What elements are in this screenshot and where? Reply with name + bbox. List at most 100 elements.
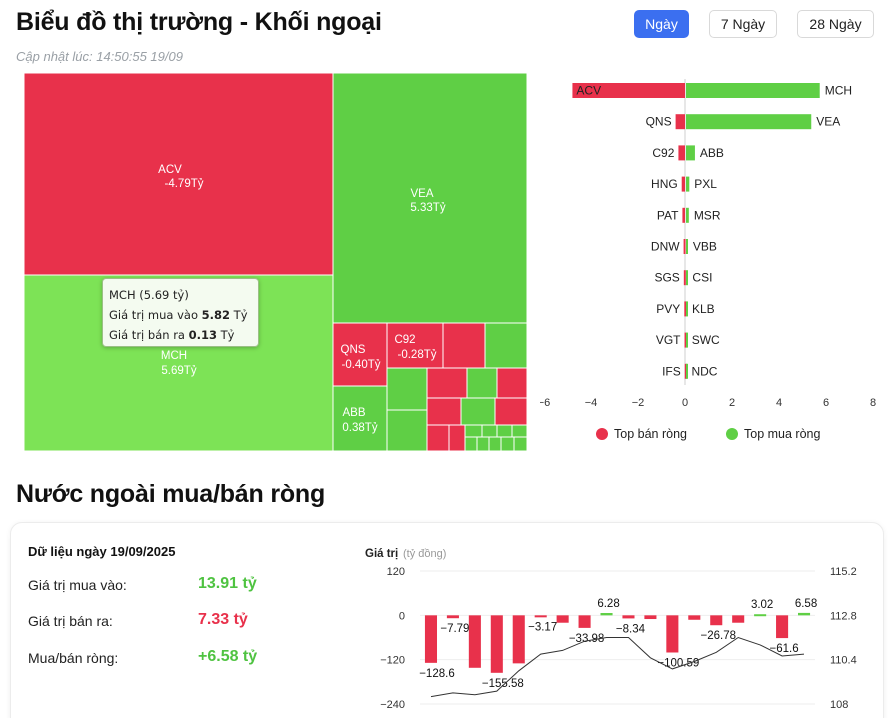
sell-bar-dnw bbox=[683, 239, 686, 254]
net-bar bbox=[710, 615, 723, 626]
treemap-value-mch: 5.69Tỷ bbox=[161, 365, 196, 377]
treemap-value-qns: -0.40Tỷ bbox=[342, 359, 381, 371]
sell-label-dnw: DNW bbox=[651, 240, 680, 254]
y-axis-title: Giá trị bbox=[365, 548, 398, 560]
treemap-tile-c92 bbox=[386, 322, 444, 369]
legend-label-sell: Top bán ròng bbox=[614, 427, 687, 441]
legend-label-buy: Top mua ròng bbox=[744, 427, 820, 441]
net-bar bbox=[424, 615, 438, 663]
treemap-tile-small-5 bbox=[466, 367, 498, 399]
treemap-tooltip: MCH (5.69 tỷ) Giá trị mua vào 5.82 Tỷ Gi… bbox=[102, 278, 259, 347]
treemap-tile-small-12 bbox=[448, 424, 466, 451]
buy-label-pxl: PXL bbox=[694, 177, 717, 191]
net-bar bbox=[534, 615, 547, 618]
range-button-day[interactable]: Ngày bbox=[634, 10, 689, 38]
net-bar bbox=[797, 612, 811, 616]
sell-value-label: Giá trị bán ra: bbox=[28, 613, 113, 629]
buy-bar-vea bbox=[686, 114, 812, 130]
sell-label-c92: C92 bbox=[652, 146, 674, 160]
treemap-tile-small-7 bbox=[386, 409, 428, 451]
bar-data-label: −128.6 bbox=[419, 668, 455, 680]
treemap-tile-vea bbox=[332, 73, 527, 324]
treemap-tile-qns bbox=[332, 322, 388, 387]
treemap-tile-small-17 bbox=[464, 436, 478, 451]
x-tick-label: 0 bbox=[682, 397, 688, 409]
treemap-tile-small-21 bbox=[513, 436, 527, 451]
sell-bar-acv bbox=[572, 83, 685, 98]
range-button-7-days[interactable]: 7 Ngày bbox=[709, 10, 777, 38]
bar-data-label: −7.79 bbox=[440, 623, 469, 635]
treemap-tile-small-16 bbox=[511, 424, 527, 438]
treemap-tile-small-15 bbox=[496, 424, 513, 438]
y2-tick-label: 115.2 bbox=[830, 566, 857, 578]
y-tick-label: 120 bbox=[387, 566, 405, 578]
buy-bar-klb bbox=[686, 301, 688, 317]
y-tick-label: −240 bbox=[380, 699, 405, 711]
sell-label-acv: ACV bbox=[576, 84, 601, 98]
treemap-tile-small-2 bbox=[484, 322, 527, 369]
buy-label-mch: MCH bbox=[825, 84, 852, 98]
sell-bar-ifs bbox=[684, 363, 687, 379]
buy-value: 13.91 tỷ bbox=[198, 575, 257, 592]
sell-bar-vgt bbox=[684, 332, 687, 348]
treemap-label-abb: ABB bbox=[342, 407, 365, 419]
treemap-tile-small-3 bbox=[386, 367, 428, 411]
treemap-label-qns: QNS bbox=[341, 344, 366, 356]
treemap-value-vea: 5.33Tỷ bbox=[410, 202, 445, 214]
net-bar bbox=[600, 613, 613, 616]
sell-label-pat: PAT bbox=[657, 208, 679, 222]
sell-value: 7.33 tỷ bbox=[198, 611, 248, 628]
bar-data-label: −100.59 bbox=[657, 657, 699, 669]
index-line bbox=[430, 636, 805, 698]
bar-data-label: 6.28 bbox=[597, 598, 619, 610]
treemap-value-abb: 0.38Tỷ bbox=[342, 422, 377, 434]
net-bar bbox=[776, 615, 789, 639]
buy-bar-ndc bbox=[686, 363, 688, 379]
sell-bar-hng bbox=[681, 176, 685, 192]
sell-label-qns: QNS bbox=[646, 115, 672, 129]
treemap-tile-small-19 bbox=[488, 436, 502, 451]
buy-label-csi: CSI bbox=[692, 271, 712, 285]
net-value-label: Mua/bán ròng: bbox=[28, 650, 119, 666]
net-bar bbox=[622, 615, 635, 619]
buy-label-abb: ABB bbox=[700, 146, 724, 160]
legend-marker-buy bbox=[726, 428, 738, 440]
treemap-tile-small-18 bbox=[476, 436, 490, 451]
x-tick-label: 2 bbox=[729, 397, 735, 409]
sell-label-pvy: PVY bbox=[656, 302, 680, 316]
page-title: Biểu đồ thị trường - Khối ngoại bbox=[16, 8, 382, 36]
tooltip-buy-value: 5.82 bbox=[201, 308, 231, 322]
buy-bar-pxl bbox=[686, 176, 690, 192]
tooltip-buy-label: Giá trị mua vào bbox=[109, 308, 198, 322]
net-bar bbox=[754, 614, 767, 617]
foreign-net-treemap: ACV -4.79Tỷ VEA 5.33Tỷ MCH 5.69Tỷ QNS -0… bbox=[24, 73, 527, 451]
treemap-tile-small-1 bbox=[442, 322, 486, 369]
buy-label-klb: KLB bbox=[692, 302, 715, 316]
bar-data-label: 6.58 bbox=[795, 598, 817, 610]
buy-label-vbb: VBB bbox=[693, 240, 717, 254]
treemap-tile-small-20 bbox=[500, 436, 515, 451]
range-button-28-days[interactable]: 28 Ngày bbox=[797, 10, 874, 38]
tooltip-buy-row: Giá trị mua vào 5.82 Tỷ bbox=[109, 305, 252, 325]
buy-label-vea: VEA bbox=[816, 115, 840, 129]
sell-label-hng: HNG bbox=[651, 177, 678, 191]
treemap-tile-small-13 bbox=[464, 424, 483, 438]
sell-bar-qns bbox=[675, 114, 685, 130]
net-value: +6.58 tỷ bbox=[198, 648, 258, 665]
treemap-label-acv: ACV bbox=[158, 164, 182, 176]
net-bar bbox=[556, 615, 569, 623]
buy-bar-csi bbox=[686, 270, 688, 286]
y-axis-unit: (tỷ đồng) bbox=[403, 548, 446, 560]
buy-bar-mch bbox=[686, 83, 820, 98]
treemap-tile-small-8 bbox=[426, 397, 462, 426]
x-tick-label: −2 bbox=[632, 397, 645, 409]
buy-value-label: Giá trị mua vào: bbox=[28, 577, 127, 593]
bar-data-label: −26.78 bbox=[701, 630, 737, 642]
treemap-label-vea: VEA bbox=[410, 188, 433, 200]
net-bar bbox=[688, 615, 701, 620]
buy-bar-vbb bbox=[686, 239, 688, 254]
data-date-label: Dữ liệu ngày 19/09/2025 bbox=[28, 544, 176, 559]
treemap-tile-small-9 bbox=[460, 397, 496, 426]
legend-marker-sell bbox=[596, 428, 608, 440]
net-bar bbox=[644, 615, 657, 620]
